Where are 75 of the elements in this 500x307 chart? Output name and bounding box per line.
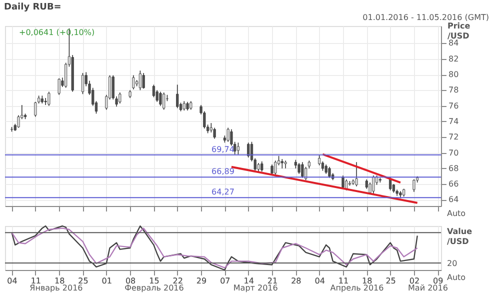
x-tick-label: 01	[102, 276, 112, 286]
y-tick-label: 68	[448, 164, 459, 173]
candlestick	[247, 142, 250, 158]
candlestick	[274, 160, 277, 176]
candlestick	[324, 164, 328, 174]
y-tick-label: 70	[448, 148, 459, 158]
candlestick	[213, 127, 216, 140]
x-tick-label: 11	[338, 276, 349, 286]
candlestick	[118, 92, 122, 104]
candlestick	[298, 162, 300, 174]
candlestick	[328, 166, 331, 178]
candlestick	[58, 78, 60, 96]
x-tick-label: 21	[267, 276, 278, 286]
y-axis-title: Price /USD	[448, 22, 471, 40]
candlestick	[152, 84, 156, 98]
x-tick-label: 07	[220, 276, 230, 286]
y-tick-label: 74	[448, 116, 459, 126]
candlestick	[342, 175, 344, 190]
x-tick-label: 18	[54, 276, 65, 286]
x-tick-label: 28	[291, 276, 302, 286]
x-tick-label: 09	[433, 276, 444, 286]
candlestick	[365, 178, 368, 190]
candlestick	[280, 158, 284, 169]
x-tick-label: 14	[244, 276, 254, 286]
candlestick	[162, 92, 166, 110]
chart-title: Daily RUB=	[4, 2, 62, 12]
x-tick-label: 25	[386, 276, 396, 286]
x-tick-label: 11	[30, 276, 42, 286]
candlestick	[176, 84, 179, 109]
text: Auto	[447, 273, 466, 282]
y-tick-label: 84	[448, 38, 459, 48]
candlestick	[159, 91, 162, 106]
ref-line-label: 64,27	[212, 188, 234, 197]
x2-tick-label: Январь 2016	[30, 284, 83, 292]
candlestick	[412, 178, 416, 192]
candlestick	[236, 142, 240, 155]
x-tick-label: 22	[172, 276, 183, 286]
candlestick	[132, 74, 135, 90]
text: 20	[447, 259, 458, 268]
ref-line-label: 66,89	[212, 167, 234, 176]
candlestick	[284, 160, 287, 169]
candlestick	[355, 162, 358, 187]
candlestick	[182, 100, 186, 111]
candlestick	[142, 72, 145, 90]
text: Auto	[447, 209, 466, 218]
candlestick	[304, 166, 308, 181]
candlestick	[372, 175, 375, 194]
candlestick	[81, 72, 84, 94]
x-tick-label: 08	[125, 276, 136, 286]
x-tick-label: 25	[78, 276, 88, 286]
y-tick-label: 72	[448, 132, 459, 142]
candlestick	[301, 162, 304, 178]
y-tick-label: 78	[448, 86, 459, 95]
x-tick-label: 18	[362, 276, 372, 286]
candlestick	[48, 91, 50, 106]
x2-tick-label: Март 2016	[233, 284, 278, 292]
candlestick	[138, 70, 142, 91]
x2-tick-label: Февраль 2016	[124, 284, 184, 292]
y-axis-title: Value /USD	[447, 227, 473, 246]
candlestick	[321, 160, 324, 172]
x2-tick-label: Апрель 2016	[330, 284, 384, 292]
y-tick-label: 66	[448, 180, 459, 189]
x-tick-label: 15	[149, 276, 160, 286]
y-tick-label: 80	[448, 70, 459, 80]
y-tick-label: 82	[448, 54, 459, 64]
y-tick-label: 64	[448, 195, 459, 204]
text: 01.01.2016 - 11.05.2016 (GMT)	[362, 13, 489, 22]
x2-tick-label: Май 2016	[408, 284, 448, 292]
x-tick-label: 02	[409, 276, 420, 286]
x-tick-label: 04	[314, 276, 325, 286]
candlestick	[226, 127, 230, 142]
x-tick-label: 04	[7, 276, 18, 286]
candlestick	[260, 160, 264, 172]
y-tick-label: 76	[448, 101, 459, 110]
x-tick-label: 29	[196, 276, 207, 286]
